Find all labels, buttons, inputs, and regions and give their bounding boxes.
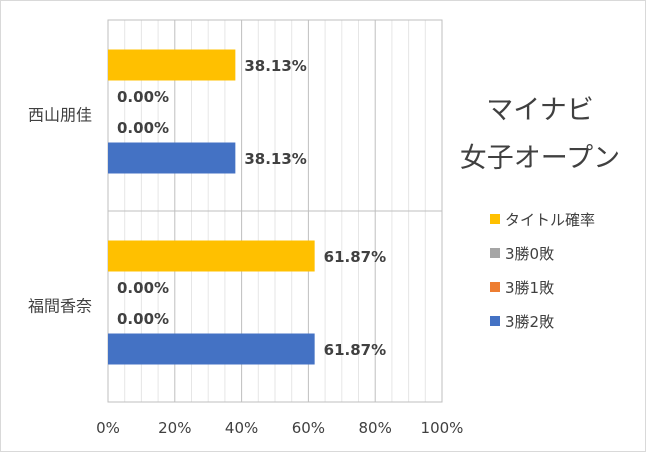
bar — [108, 333, 315, 365]
legend-item-3-2: 3勝2敗 — [490, 304, 595, 338]
bar — [108, 240, 315, 272]
x-tick-label: 40% — [225, 419, 258, 437]
legend: タイトル確率 3勝0敗 3勝1敗 3勝2敗 — [490, 202, 595, 338]
legend-item-title-probability: タイトル確率 — [490, 202, 595, 236]
x-tick-label: 80% — [359, 419, 392, 437]
category-label: 福間香奈 — [28, 297, 92, 316]
x-tick-label: 100% — [421, 419, 464, 437]
chart-title-line-2: 女子オープン — [459, 143, 621, 174]
x-tick-label: 60% — [292, 419, 325, 437]
bar — [108, 142, 236, 174]
legend-swatch — [490, 248, 500, 258]
legend-swatch — [490, 214, 500, 224]
legend-swatch — [490, 282, 500, 292]
legend-label: 3勝1敗 — [505, 278, 555, 297]
data-label: 0.00% — [117, 88, 169, 106]
legend-label: タイトル確率 — [505, 210, 596, 229]
bar — [108, 49, 236, 81]
data-label: 0.00% — [117, 310, 169, 328]
legend-item-3-1: 3勝1敗 — [490, 270, 595, 304]
data-label: 0.00% — [117, 119, 169, 137]
data-label: 0.00% — [117, 279, 169, 297]
legend-swatch — [490, 316, 500, 326]
x-tick-label: 20% — [158, 419, 191, 437]
legend-label: 3勝0敗 — [505, 244, 555, 263]
chart-title-line-1: マイナビ — [486, 95, 594, 126]
legend-label: 3勝2敗 — [505, 312, 555, 331]
legend-item-3-0: 3勝0敗 — [490, 236, 595, 270]
data-label: 61.87% — [324, 341, 386, 359]
data-label: 61.87% — [324, 248, 386, 266]
category-label: 西山朋佳 — [28, 106, 92, 125]
data-label: 38.13% — [244, 150, 306, 168]
data-label: 38.13% — [244, 57, 306, 75]
x-tick-label: 0% — [96, 419, 120, 437]
